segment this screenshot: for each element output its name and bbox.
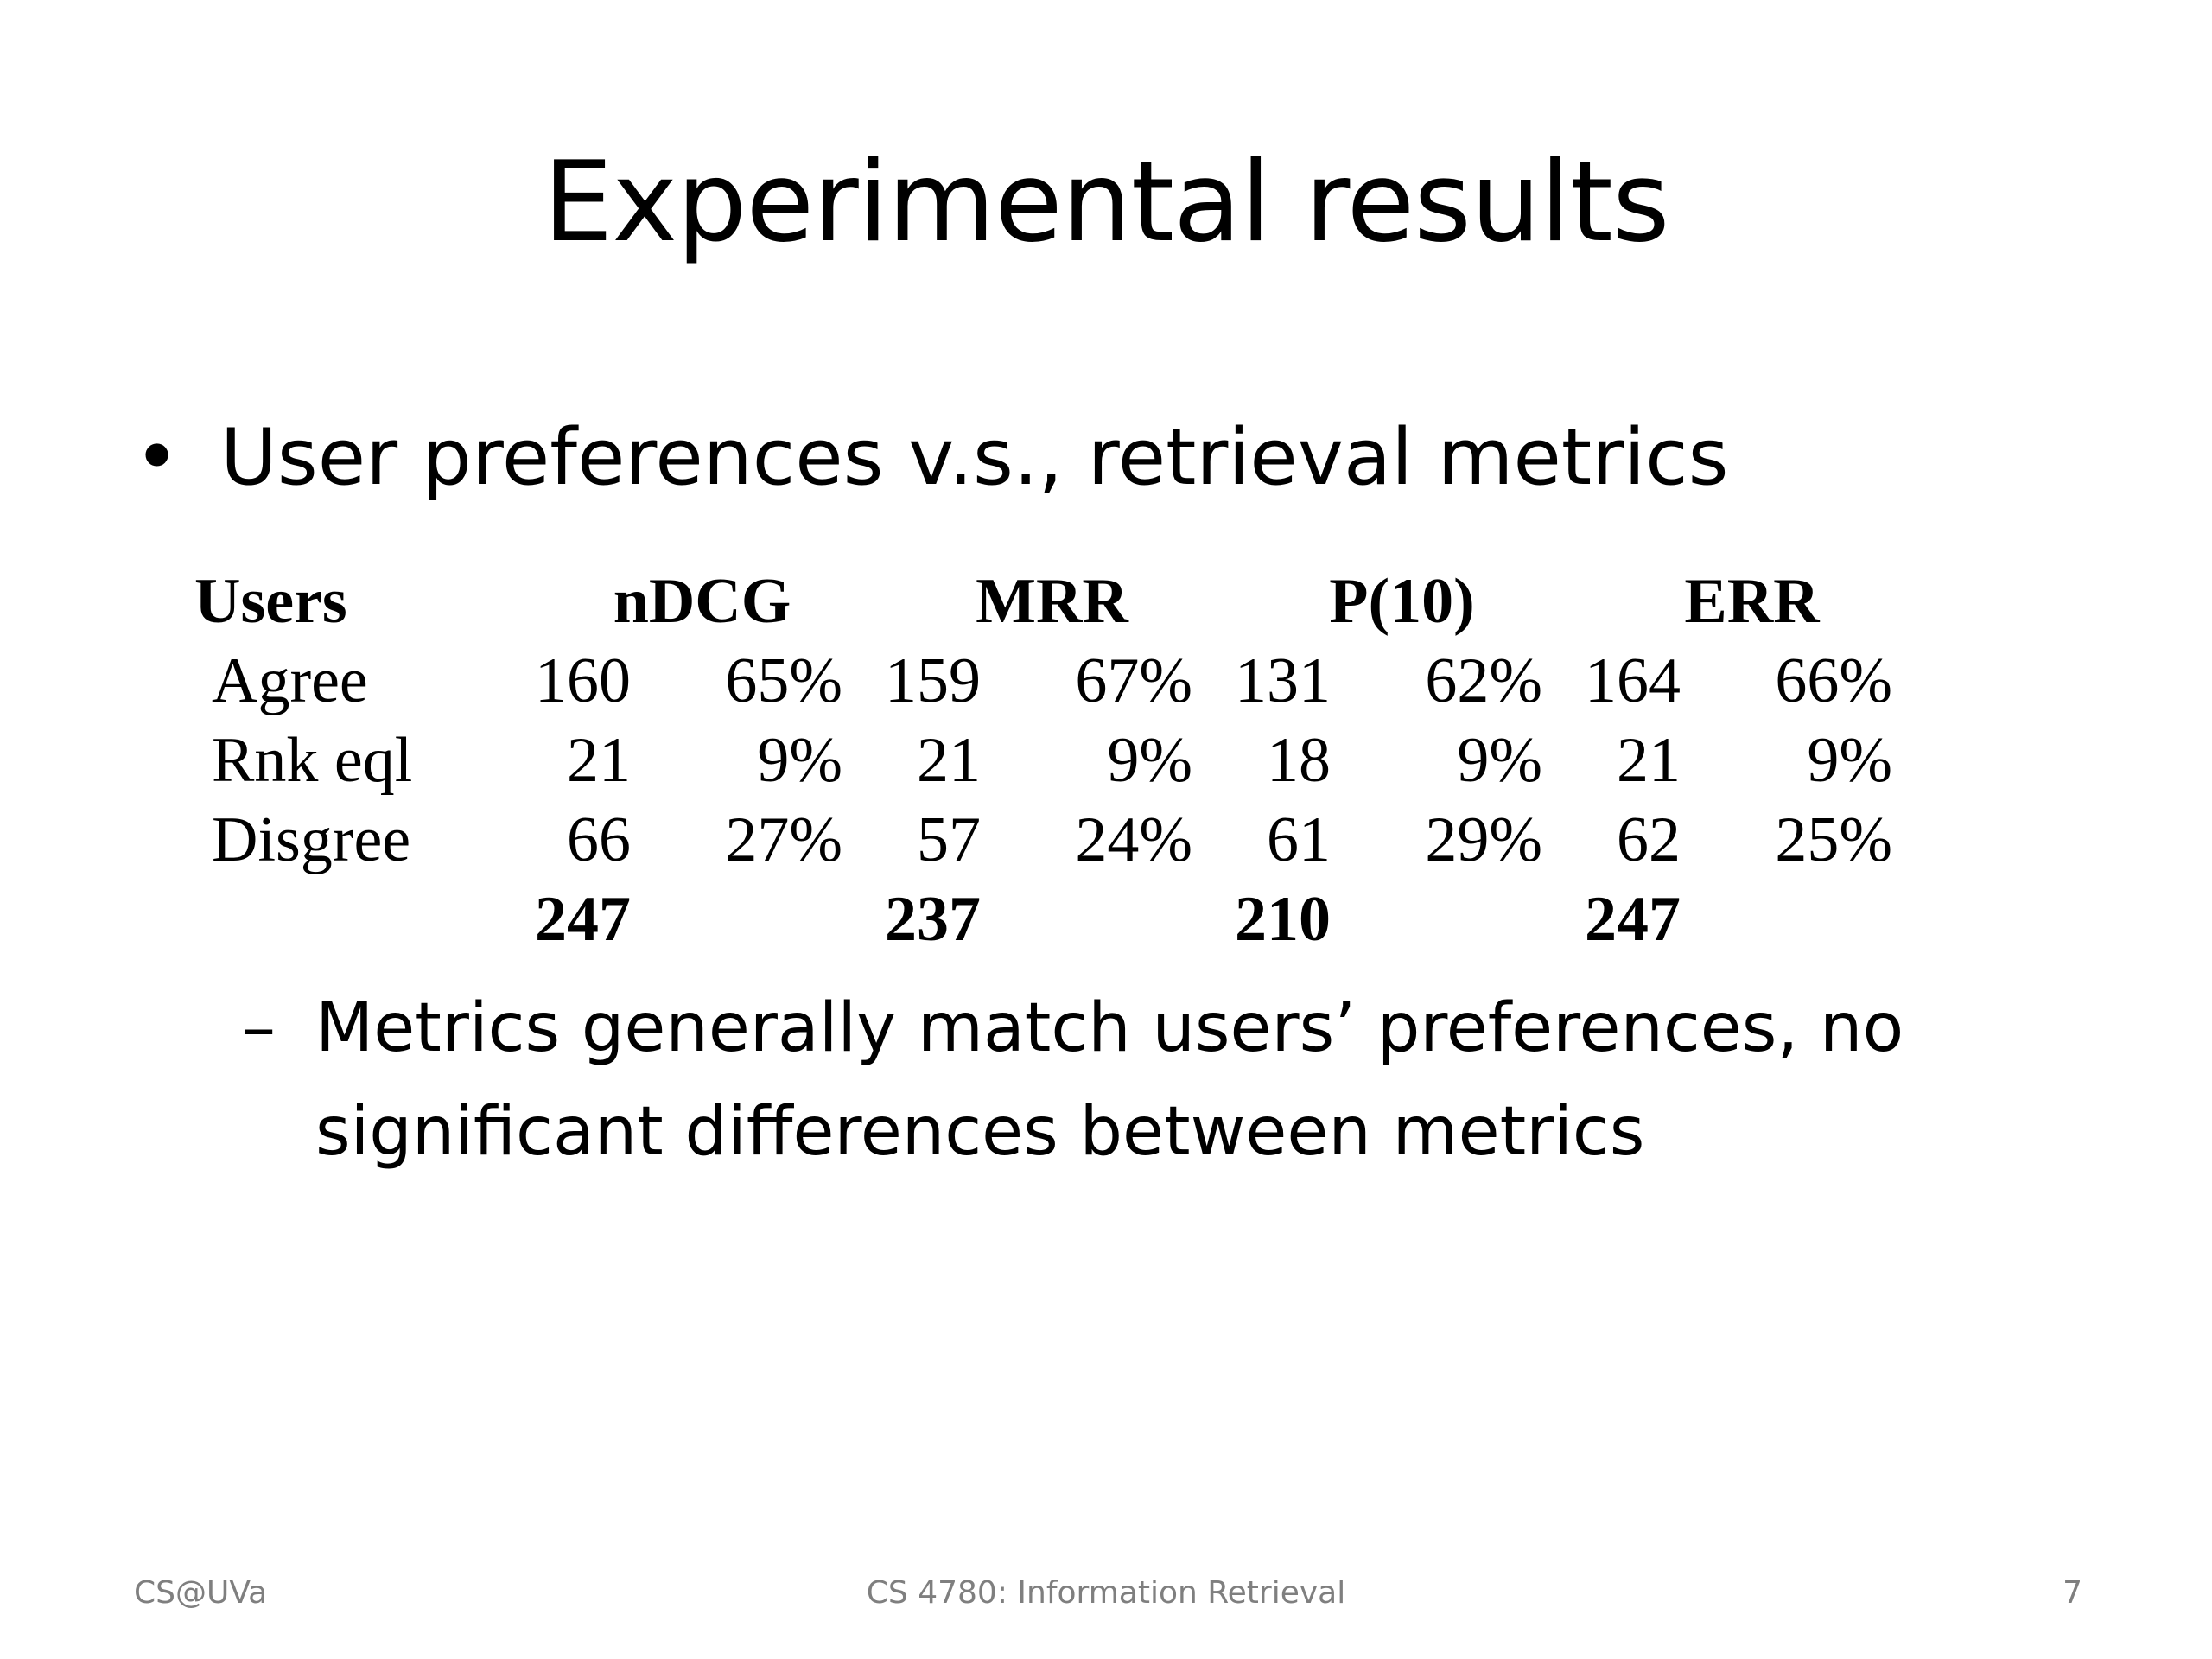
cell-count: 57 xyxy=(917,804,981,875)
total-count: 210 xyxy=(1235,884,1331,955)
total-count: 247 xyxy=(535,884,631,955)
cell-percent: 9% xyxy=(1807,725,1892,796)
slide-number: 7 xyxy=(2063,1575,2082,1611)
cell-count: 164 xyxy=(1585,645,1681,716)
cell-count: 160 xyxy=(535,645,631,716)
sub-bullet-line-2: significant differences between metrics xyxy=(315,1093,1645,1171)
cell-count: 62 xyxy=(1617,804,1681,875)
cell-percent: 9% xyxy=(1107,725,1192,796)
row-label-disagree: Disgree xyxy=(212,804,411,875)
cell-percent: 9% xyxy=(757,725,842,796)
header-metric-p10: P(10) xyxy=(1329,566,1475,637)
bullet-marker: • xyxy=(134,412,181,503)
total-count: 247 xyxy=(1585,884,1681,955)
cell-percent: 24% xyxy=(1075,804,1192,875)
total-spacer xyxy=(1331,880,1577,959)
header-metric-mrr: MRR xyxy=(976,566,1128,637)
cell-count: 66 xyxy=(567,804,631,875)
table-total-row: 247 237 210 247 xyxy=(194,880,1927,959)
cell-count: 21 xyxy=(917,725,981,796)
cell-percent: 62% xyxy=(1425,645,1542,716)
cell-percent: 25% xyxy=(1775,804,1892,875)
cell-percent: 29% xyxy=(1425,804,1542,875)
cell-percent: 27% xyxy=(725,804,842,875)
cell-percent: 66% xyxy=(1775,645,1892,716)
total-spacer xyxy=(631,880,877,959)
table-row: Agree 160 65% 159 67% 131 62% 164 66% xyxy=(194,641,1927,721)
cell-percent: 9% xyxy=(1457,725,1542,796)
cell-percent: 65% xyxy=(725,645,842,716)
cell-count: 159 xyxy=(885,645,981,716)
cell-count: 131 xyxy=(1235,645,1331,716)
cell-count: 61 xyxy=(1267,804,1331,875)
total-row-label xyxy=(194,880,527,959)
table-row: Rnk eql 21 9% 21 9% 18 9% 21 9% xyxy=(194,721,1927,800)
header-metric-err: ERR xyxy=(1684,566,1820,637)
sub-bullet-marker: – xyxy=(242,989,276,1067)
footer-left: CS@UVa xyxy=(134,1575,268,1611)
results-table: Users nDCG MRR P(10) ERR Agree 160 65% 1… xyxy=(194,562,1927,959)
cell-percent: 67% xyxy=(1075,645,1192,716)
cell-count: 21 xyxy=(1617,725,1681,796)
cell-count: 21 xyxy=(567,725,631,796)
row-label-agree: Agree xyxy=(212,645,368,716)
cell-count: 18 xyxy=(1267,725,1331,796)
table-row: Disgree 66 27% 57 24% 61 29% 62 25% xyxy=(194,800,1927,880)
slide-title: Experimental results xyxy=(543,138,1669,267)
bullet-text: User preferences v.s., retrieval metrics xyxy=(220,412,1729,503)
header-metric-ndcg: nDCG xyxy=(613,566,791,637)
total-spacer xyxy=(981,880,1227,959)
row-label-rank-equal: Rnk eql xyxy=(212,725,413,796)
sub-bullet-line-1: Metrics generally match users’ preferenc… xyxy=(315,989,1904,1067)
total-count: 237 xyxy=(885,884,981,955)
header-users: Users xyxy=(194,566,347,637)
table-header-row: Users nDCG MRR P(10) ERR xyxy=(194,562,1927,641)
total-spacer xyxy=(1681,880,1927,959)
footer-center: CS 4780: Information Retrieval xyxy=(866,1575,1346,1611)
